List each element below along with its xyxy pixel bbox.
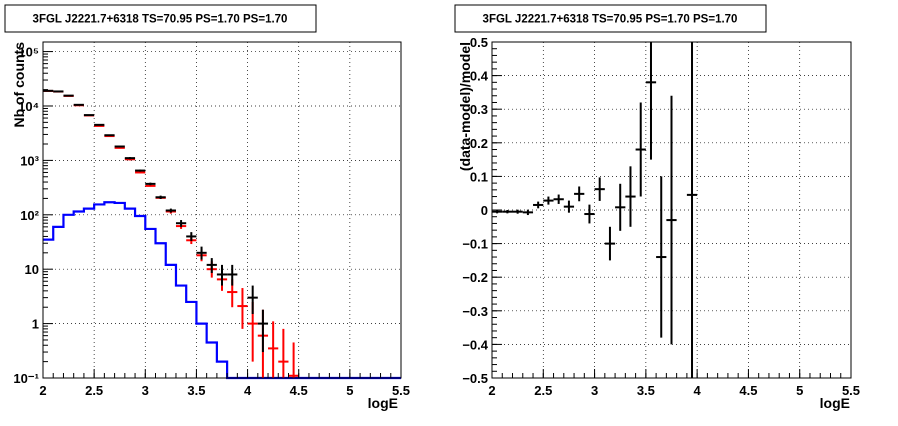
data-point bbox=[135, 169, 145, 171]
x-tick-label: 4 bbox=[244, 383, 252, 398]
left-title-box: 3FGL J2221.7+6318 TS=70.95 PS=1.70 PS=1.… bbox=[5, 5, 316, 32]
x-tick-label: 4.5 bbox=[290, 383, 308, 398]
right-panel: 3FGL J2221.7+6318 TS=70.95 PS=1.70 PS=1.… bbox=[449, 0, 898, 421]
x-tick-label: 4 bbox=[694, 383, 702, 398]
data-point bbox=[115, 146, 125, 147]
y-tick-label: −0.1 bbox=[462, 237, 488, 252]
x-tick-label: 2.5 bbox=[85, 383, 103, 398]
data-point bbox=[145, 183, 155, 186]
data-point bbox=[53, 91, 63, 92]
x-tick-label: 5 bbox=[796, 383, 803, 398]
model-point bbox=[135, 172, 145, 174]
y-tick-label: 10² bbox=[20, 208, 39, 223]
left-x-axis-label: logE bbox=[368, 395, 398, 411]
x-tick-label: 2 bbox=[39, 383, 46, 398]
x-tick-label: 3 bbox=[591, 383, 598, 398]
x-tick-label: 4.5 bbox=[739, 383, 757, 398]
y-tick-label: −0.2 bbox=[462, 270, 488, 285]
right-chart-title: 3FGL J2221.7+6318 TS=70.95 PS=1.70 PS=1.… bbox=[483, 14, 738, 26]
data-point bbox=[125, 157, 135, 159]
x-tick-label: 3.5 bbox=[637, 383, 655, 398]
x-tick-label: 3.5 bbox=[187, 383, 205, 398]
y-tick-label: 10 bbox=[25, 262, 39, 277]
data-point bbox=[63, 95, 73, 96]
y-tick-label: −0.3 bbox=[462, 304, 488, 319]
x-tick-label: 2 bbox=[488, 383, 495, 398]
x-tick-label: 3 bbox=[142, 383, 149, 398]
left-chart-title: 3FGL J2221.7+6318 TS=70.95 PS=1.70 PS=1.… bbox=[33, 14, 288, 26]
right-y-axis-label: (data-model)/model bbox=[457, 42, 473, 171]
x-tick-label: 5 bbox=[346, 383, 353, 398]
y-tick-label: −0.5 bbox=[462, 371, 488, 386]
data-point bbox=[94, 124, 104, 125]
model-point bbox=[145, 185, 155, 186]
y-tick-label: 10³ bbox=[20, 153, 39, 168]
right-title-box: 3FGL J2221.7+6318 TS=70.95 PS=1.70 PS=1.… bbox=[455, 5, 766, 32]
left-panel: 3FGL J2221.7+6318 TS=70.95 PS=1.70 PS=1.… bbox=[0, 0, 449, 421]
y-tick-label: −0.4 bbox=[462, 337, 488, 352]
right-x-axis-label: logE bbox=[820, 395, 850, 411]
data-point bbox=[104, 135, 114, 136]
y-tick-label: 0 bbox=[481, 203, 488, 218]
y-tick-label: 1 bbox=[32, 317, 39, 332]
data-point bbox=[84, 115, 94, 116]
left-y-axis-label: Nb of counts bbox=[11, 42, 27, 128]
x-tick-label: 2.5 bbox=[534, 383, 552, 398]
y-tick-label: 10⁻¹ bbox=[13, 371, 39, 386]
